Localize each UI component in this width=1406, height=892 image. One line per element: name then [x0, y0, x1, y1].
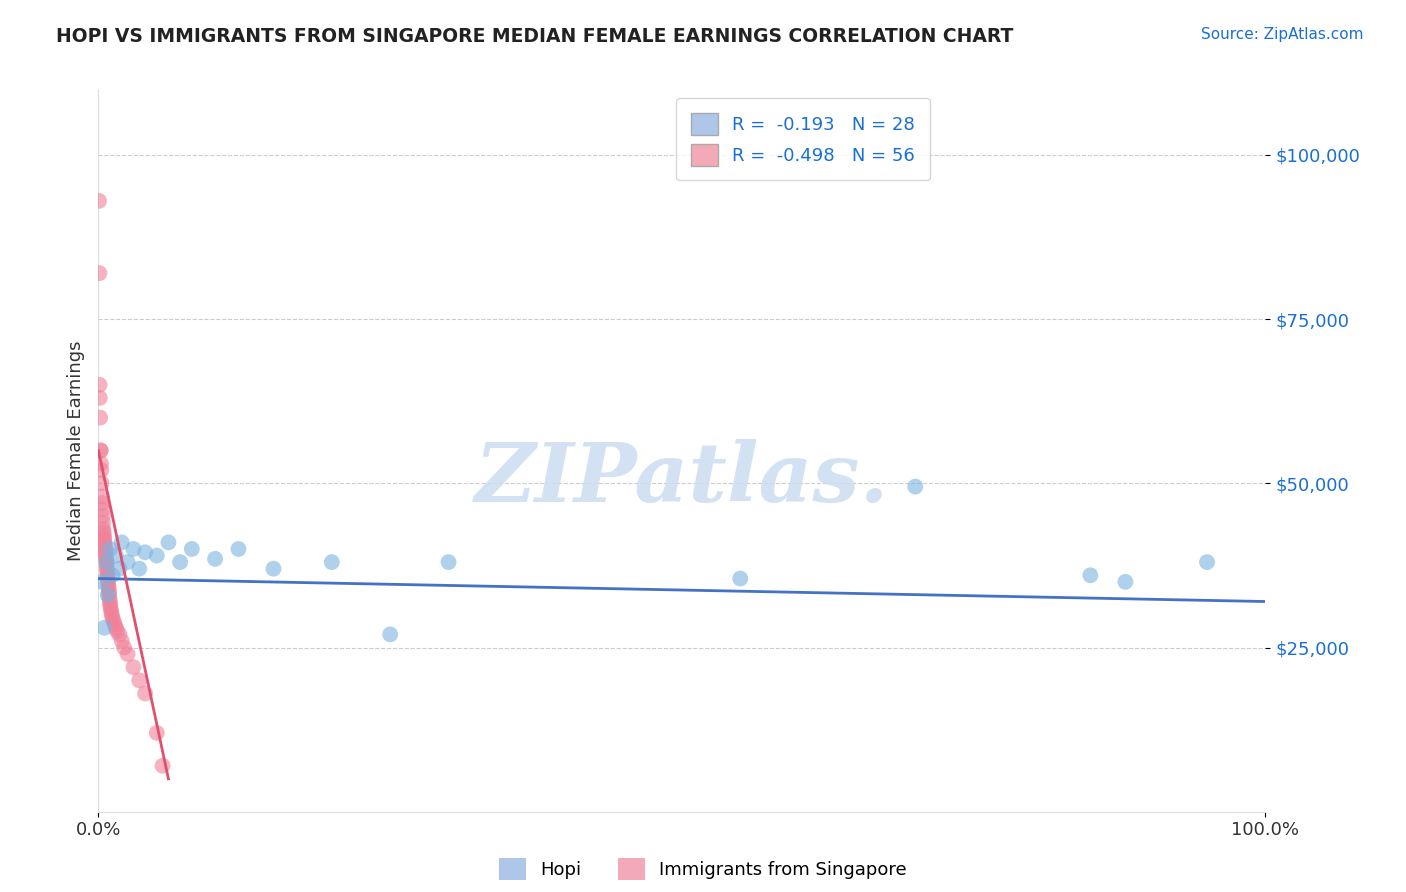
Point: [128, 562, 150, 576]
Point: [91, 502, 114, 516]
Point: [97, 588, 120, 602]
Point: [100, 604, 122, 618]
Point: [134, 545, 156, 559]
Legend: R =  -0.193   N = 28, R =  -0.498   N = 56: R = -0.193 N = 28, R = -0.498 N = 56: [676, 98, 929, 180]
Point: [103, 614, 125, 628]
Point: [97, 572, 120, 586]
Legend: Hopi, Immigrants from Singapore: Hopi, Immigrants from Singapore: [492, 851, 914, 888]
Text: HOPI VS IMMIGRANTS FROM SINGAPORE MEDIAN FEMALE EARNINGS CORRELATION CHART: HOPI VS IMMIGRANTS FROM SINGAPORE MEDIAN…: [56, 27, 1014, 45]
Point: [104, 549, 127, 563]
Point: [90, 476, 112, 491]
Point: [98, 591, 121, 606]
Point: [108, 627, 131, 641]
Point: [93, 532, 115, 546]
Point: [98, 541, 121, 556]
Point: [98, 588, 121, 602]
Point: [1080, 568, 1102, 582]
Point: [96, 562, 118, 576]
Point: [90, 457, 112, 471]
Point: [90, 490, 112, 504]
Point: [204, 551, 226, 566]
Point: [89, 377, 111, 392]
Point: [111, 535, 134, 549]
Point: [104, 617, 127, 632]
Point: [134, 686, 156, 700]
Point: [91, 496, 114, 510]
Point: [122, 541, 145, 556]
Point: [94, 549, 117, 563]
Point: [101, 611, 124, 625]
Point: [169, 555, 191, 569]
Point: [93, 621, 115, 635]
Point: [152, 758, 174, 772]
Point: [146, 549, 169, 563]
Point: [96, 558, 118, 573]
Point: [157, 535, 180, 549]
Point: [100, 601, 122, 615]
Text: Source: ZipAtlas.com: Source: ZipAtlas.com: [1201, 27, 1364, 42]
Point: [94, 545, 117, 559]
Point: [117, 555, 139, 569]
Point: [321, 555, 343, 569]
Point: [96, 555, 118, 569]
Point: [1197, 555, 1219, 569]
Point: [90, 463, 112, 477]
Point: [89, 443, 111, 458]
Point: [101, 607, 124, 622]
Point: [94, 551, 117, 566]
Point: [97, 578, 120, 592]
Point: [904, 480, 927, 494]
Point: [98, 598, 121, 612]
Point: [90, 574, 112, 589]
Point: [97, 574, 120, 589]
Point: [108, 562, 131, 576]
Point: [93, 535, 115, 549]
Point: [96, 568, 118, 582]
Point: [437, 555, 460, 569]
Point: [180, 541, 202, 556]
Point: [91, 509, 114, 524]
Point: [96, 555, 118, 569]
Point: [262, 562, 284, 576]
Point: [117, 647, 139, 661]
Point: [91, 522, 114, 536]
Point: [111, 634, 134, 648]
Point: [104, 621, 127, 635]
Point: [730, 572, 752, 586]
Point: [228, 541, 250, 556]
Point: [96, 565, 118, 579]
Point: [1114, 574, 1136, 589]
Point: [89, 410, 111, 425]
Point: [146, 726, 169, 740]
Point: [93, 529, 115, 543]
Point: [94, 539, 117, 553]
Point: [128, 673, 150, 688]
Y-axis label: Median Female Earnings: Median Female Earnings: [66, 340, 84, 561]
Point: [380, 627, 402, 641]
Point: [112, 640, 135, 655]
Point: [97, 582, 120, 596]
Point: [90, 443, 112, 458]
Point: [101, 568, 124, 582]
Point: [93, 525, 115, 540]
Point: [91, 516, 114, 530]
Point: [87, 194, 110, 208]
Point: [97, 584, 120, 599]
Point: [122, 660, 145, 674]
Point: [98, 594, 121, 608]
Point: [105, 624, 128, 639]
Text: ZIPatlas.: ZIPatlas.: [475, 440, 889, 519]
Point: [89, 391, 111, 405]
Point: [89, 266, 111, 280]
Point: [94, 541, 117, 556]
